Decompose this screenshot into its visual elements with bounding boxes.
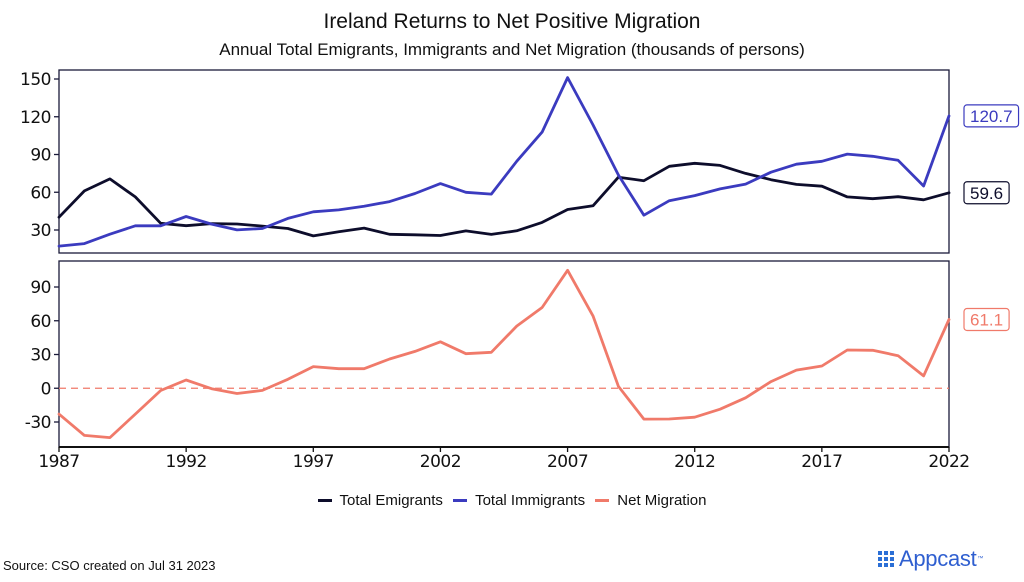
x-tick-label: 2007 [547,452,588,472]
x-tick-label: 2002 [420,452,461,472]
appcast-logo-icon [878,551,894,567]
source-note: Source: CSO created on Jul 31 2023 [3,558,216,573]
legend-item-net-migration[interactable]: Net Migration [595,492,706,509]
legend: Total Emigrants Total Immigrants Net Mig… [0,489,1024,509]
end-label-total-immigrants: 120.7 [963,104,1020,128]
end-label-total-emigrants: 59.6 [963,181,1010,205]
x-tick-label: 2022 [928,452,969,472]
end-label-text: 59.6 [970,184,1003,203]
y-tick-label: 120 [20,108,51,128]
bottom-y-axis: -30 0 30 60 90 [25,278,59,433]
legend-swatch-immigrants [453,499,468,502]
series-line-total-immigrants [57,76,951,248]
legend-swatch-emigrants [317,499,332,502]
x-tick-label: 1987 [38,452,79,472]
x-tick-label: 1997 [293,452,334,472]
y-tick-label: -30 [25,413,51,433]
legend-label: Total Immigrants [475,492,586,509]
y-tick-label: 60 [30,183,51,203]
chart-title: Ireland Returns to Net Positive Migratio… [323,10,701,33]
y-tick-label: 60 [30,312,51,332]
top-end-labels: 59.6 120.7 [963,104,1020,205]
legend-label: Net Migration [617,492,707,509]
appcast-logo: Appcast ™ [878,546,983,572]
bottom-end-labels: 61.1 [963,307,1010,332]
bottom-panel: -30 0 30 60 90 1987 1992 1997 2002 2007 2012 2017 2… [25,260,1010,472]
brand-name: Appcast [899,546,977,571]
y-tick-label: 30 [30,221,51,241]
legend-item-emigrants[interactable]: Total Emigrants [317,492,443,509]
legend-item-immigrants[interactable]: Total Immigrants [453,492,585,509]
end-label-text: 120.7 [970,107,1013,126]
end-label-text: 61.1 [970,311,1003,330]
bottom-panel-frame [58,260,950,448]
x-axis: 1987 1992 1997 2002 2007 2012 2017 2022 [38,446,970,472]
end-label-net-migration: 61.1 [963,307,1010,332]
top-panel: 30 60 90 120 150 59.6 120.7 [20,69,1020,254]
legend-label: Total Emigrants [339,492,443,509]
y-tick-label: 90 [30,278,51,298]
top-series [57,76,951,248]
top-y-axis: 30 60 90 120 150 [20,70,59,241]
y-tick-label: 0 [41,379,51,399]
trademark-mark: ™ [977,556,984,562]
end-label-box [963,104,1020,128]
x-tick-label: 2017 [801,452,842,472]
y-tick-label: 150 [20,70,51,90]
x-tick-label: 1992 [166,452,207,472]
y-tick-label: 30 [30,346,51,366]
chart-subtitle: Annual Total Emigrants, Immigrants and N… [219,40,805,59]
x-tick-label: 2012 [674,452,715,472]
top-panel-frame [58,69,950,254]
series-line-net-migration [57,268,951,440]
end-label-box [963,181,1010,205]
series-line-total-emigrants [57,161,951,238]
legend-swatch-net-migration [595,499,610,502]
bottom-series [57,268,951,440]
end-label-box [963,307,1010,332]
y-tick-label: 90 [30,146,51,166]
